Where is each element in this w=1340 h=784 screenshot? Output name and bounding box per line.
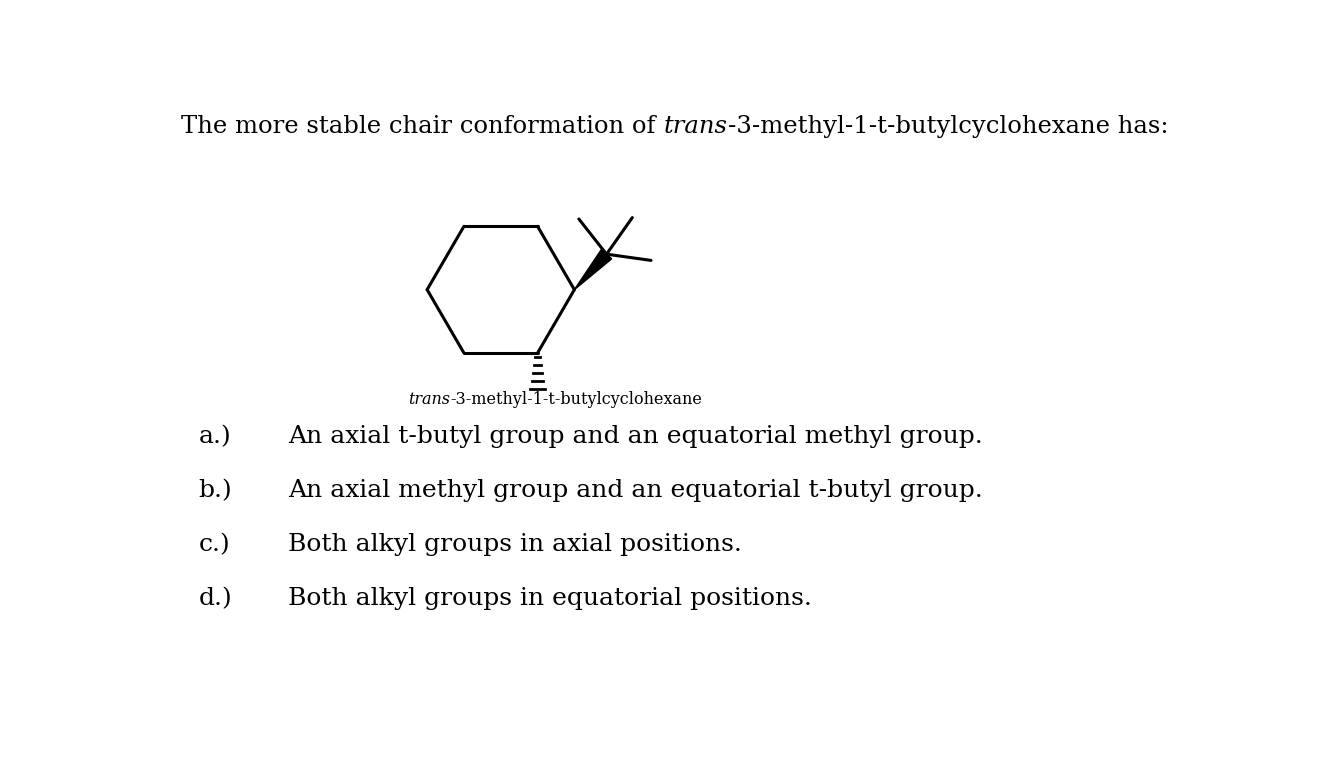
Text: trans: trans [409,391,450,408]
Polygon shape [575,249,612,289]
Text: Both alkyl groups in axial positions.: Both alkyl groups in axial positions. [288,533,741,556]
Text: Both alkyl groups in equatorial positions.: Both alkyl groups in equatorial position… [288,587,812,610]
Text: -3-methyl-1-t-butylcyclohexane has:: -3-methyl-1-t-butylcyclohexane has: [728,115,1168,138]
Text: -3-methyl-1-t-butylcyclohexane: -3-methyl-1-t-butylcyclohexane [450,391,702,408]
Text: c.): c.) [198,533,230,556]
Text: d.): d.) [198,587,232,610]
Text: a.): a.) [198,425,232,448]
Text: trans: trans [663,115,728,138]
Text: b.): b.) [198,479,232,502]
Text: The more stable chair conformation of: The more stable chair conformation of [181,115,663,138]
Text: An axial methyl group and an equatorial t-butyl group.: An axial methyl group and an equatorial … [288,479,982,502]
Text: An axial t-butyl group and an equatorial methyl group.: An axial t-butyl group and an equatorial… [288,425,982,448]
